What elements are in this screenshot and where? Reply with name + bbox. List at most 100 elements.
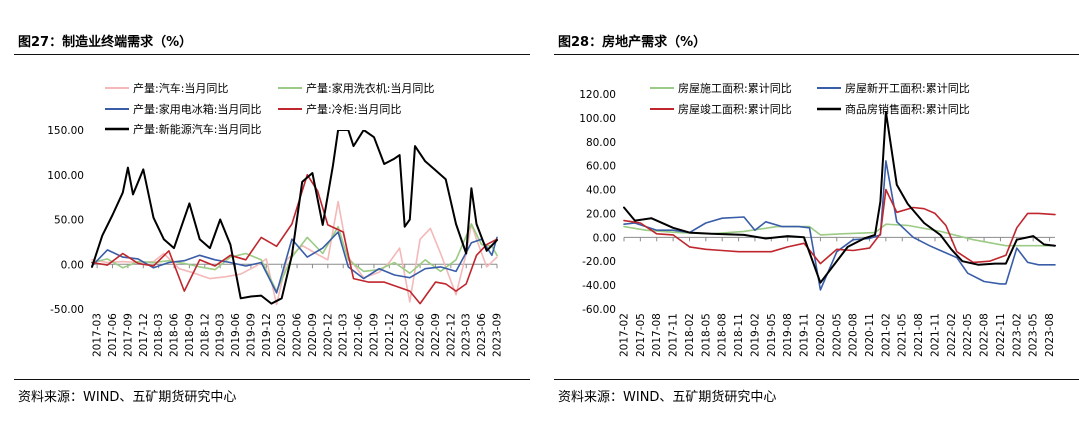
x-tick-label: 2018-08: [717, 313, 729, 357]
x-tick-label: 2021-09: [368, 313, 380, 357]
y-tick-label: 0.00: [593, 232, 616, 244]
legend-label: 商品房销售面积:累计同比: [845, 102, 970, 116]
y-tick-label: -50.00: [50, 304, 84, 316]
x-tick-label: 2019-05: [766, 313, 778, 357]
x-tick-label: 2017-03: [92, 313, 104, 357]
x-tick-label: 2021-11: [929, 313, 941, 357]
x-tick-label: 2017-09: [122, 313, 134, 357]
y-tick-label: 100.00: [47, 170, 84, 182]
series-line: [623, 188, 1056, 265]
y-tick-label: 150.00: [47, 125, 84, 137]
series-line: [91, 231, 498, 294]
x-tick-label: 2021-05: [897, 313, 909, 357]
y-tick-label: 80.00: [586, 137, 616, 149]
x-tick-label: 2019-06: [230, 313, 242, 357]
x-tick-label: 2022-09: [430, 313, 442, 357]
x-tick-label: 2018-05: [700, 313, 712, 357]
figure-title: 图28：房地产需求（%）: [558, 35, 707, 50]
x-tick-label: 2022-11: [995, 313, 1007, 357]
legend-label: 产量:冷柜:当月同比: [306, 102, 401, 116]
series-line: [91, 174, 498, 305]
x-tick-label: 2019-11: [799, 313, 811, 357]
x-tick-label: 2021-03: [338, 313, 350, 357]
y-tick-label: 120.00: [579, 89, 616, 101]
x-tick-label: 2021-02: [880, 313, 892, 357]
series-line: [91, 130, 498, 305]
y-tick-label: 40.00: [586, 185, 616, 197]
x-tick-label: 2022-05: [962, 313, 974, 357]
legend-label: 产量:汽车:当月同比: [133, 81, 228, 95]
x-tick-label: 2019-02: [749, 313, 761, 357]
x-tick-label: 2017-06: [107, 313, 119, 357]
x-tick-label: 2017-08: [651, 313, 663, 357]
x-tick-label: 2022-12: [445, 313, 457, 357]
x-tick-label: 2023-08: [1044, 313, 1056, 357]
title-rule: [554, 54, 1079, 55]
series-line: [623, 160, 1056, 291]
x-tick-label: 2022-08: [979, 313, 991, 357]
x-tick-label: 2019-12: [261, 313, 273, 357]
x-tick-label: 2020-05: [831, 313, 843, 357]
source-note: 资料来源：WIND、五矿期货研究中心: [558, 390, 777, 405]
x-tick-label: 2022-06: [415, 313, 427, 357]
legend-label: 产量:家用电冰箱:当月同比: [133, 102, 261, 116]
source-rule: [14, 379, 530, 380]
x-tick-label: 2019-08: [782, 313, 794, 357]
series-group: [623, 110, 1056, 291]
x-tick-label: 2017-05: [635, 313, 647, 357]
x-tick-label: 2023-06: [476, 313, 488, 357]
x-tick-label: 2020-06: [292, 313, 304, 357]
source-rule: [554, 379, 1079, 380]
title-rule: [14, 54, 530, 55]
x-tick-label: 2022-02: [946, 313, 958, 357]
x-tick-label: 2017-11: [668, 313, 680, 357]
x-tick-label: 2019-09: [245, 313, 257, 357]
x-tick-label: 2018-03: [153, 313, 165, 357]
x-tick-label: 2023-05: [1028, 313, 1040, 357]
legend-label: 房屋竣工面积:累计同比: [678, 102, 792, 116]
x-tick-label: 2020-09: [307, 313, 319, 357]
y-tick-label: -60.00: [582, 304, 616, 316]
x-tick-label: 2023-02: [1011, 313, 1023, 357]
x-tick-label: 2021-06: [353, 313, 365, 357]
series-line: [623, 223, 1056, 247]
x-tick-label: 2022-03: [399, 313, 411, 357]
series-line: [623, 110, 1056, 284]
legend-label: 产量:家用洗衣机:当月同比: [306, 81, 434, 95]
chart-real-estate-demand: -60.00 -40.00 -20.00 0.00 20.00 40.00 60.00 80.…: [579, 81, 1056, 357]
legend-label: 房屋施工面积:累计同比: [678, 82, 792, 95]
x-tick-label: 2017-12: [138, 313, 150, 357]
y-tick-label: 20.00: [586, 208, 616, 220]
legend-label: 产量:新能源汽车:当月同比: [133, 122, 261, 136]
y-tick-label: 50.00: [54, 215, 84, 227]
y-tick-label: 60.00: [586, 161, 616, 173]
x-tick-label: 2023-03: [461, 313, 473, 357]
x-tick-label: 2021-12: [384, 313, 396, 357]
x-tick-label: 2018-11: [733, 313, 745, 357]
x-tick-label: 2020-08: [848, 313, 860, 357]
series-line: [91, 223, 498, 292]
x-tick-label: 2020-03: [276, 313, 288, 357]
x-tick-label: 2018-02: [684, 313, 696, 357]
x-tick-label: 2020-12: [322, 313, 334, 357]
x-tick-label: 2019-03: [215, 313, 227, 357]
legend-label: 房屋新开工面积:累计同比: [845, 81, 970, 95]
x-tick-label: 2017-02: [619, 313, 631, 357]
series-group: [91, 130, 498, 306]
y-tick-label: 0.00: [61, 259, 84, 271]
figure-27: 图27：制造业终端需求（%） -50.00 0.00 50.00 100.00 150.…: [0, 0, 530, 428]
y-tick-label: -40.00: [582, 280, 616, 292]
x-tick-label: 2020-02: [815, 313, 827, 357]
figure-28: 图28：房地产需求（%） -60.00 -40.00 -20.00 0.00 20.00…: [540, 0, 1079, 428]
x-tick-label: 2023-09: [492, 313, 504, 357]
figure-title: 图27：制造业终端需求（%）: [18, 35, 193, 50]
y-tick-label: 100.00: [579, 113, 616, 125]
x-tick-label: 2021-08: [913, 313, 925, 357]
x-tick-label: 2018-06: [169, 313, 181, 357]
x-tick-label: 2018-09: [184, 313, 196, 357]
y-tick-label: -20.00: [582, 256, 616, 268]
x-tick-label: 2018-12: [199, 313, 211, 357]
x-tick-label: 2020-11: [864, 313, 876, 357]
source-note: 资料来源：WIND、五矿期货研究中心: [18, 390, 237, 405]
